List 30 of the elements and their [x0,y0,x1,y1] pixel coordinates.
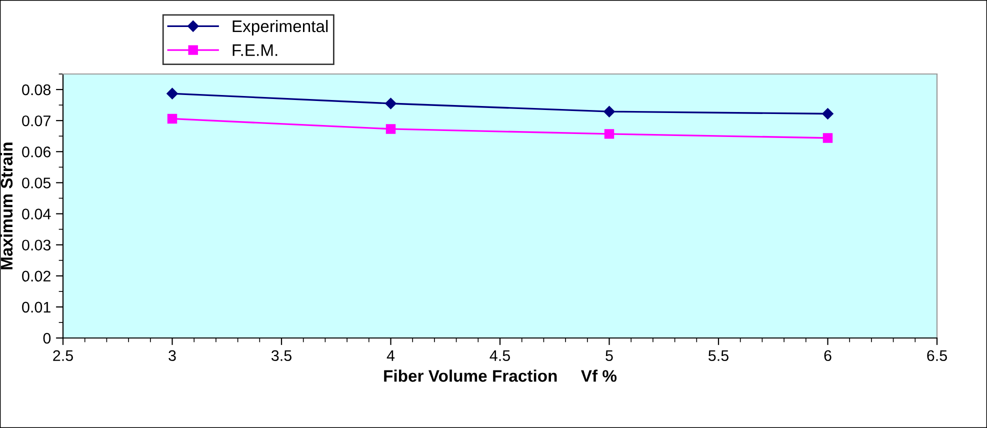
x-tick-label: 5.5 [708,350,728,362]
point [386,124,396,134]
x-tick-label: 3 [168,350,176,362]
x-tick-label: 3.5 [271,350,292,362]
x-tick-label: 2.5 [53,350,73,362]
x-axis-title: Fiber Volume Fraction Vf % [384,370,617,382]
y-tick-label: 0.07 [22,115,50,126]
point [604,106,615,118]
y-tick-label: 0.02 [22,270,50,282]
y-tick-label: 0 [43,332,51,344]
y-tick-label: 0.04 [22,208,51,220]
y-tick-label: 0.06 [22,146,51,158]
point [385,98,396,110]
y-tick-label: 0.03 [22,240,51,251]
x-tick-label: 5 [606,350,613,362]
point [604,129,614,139]
x-tick-label: 4 [386,350,395,361]
x-tick-label: 4.5 [490,350,510,362]
x-tick-label: 6.5 [927,350,947,362]
y-tick-label: 0.05 [22,178,51,188]
y-tick-label: 0.01 [22,302,50,313]
point [822,108,834,120]
y-axis-title: Maximum Strain [0,142,13,270]
point [822,133,833,143]
legend-label: F.E.M. [232,44,278,56]
x-tick-label: 6 [824,350,832,362]
point [166,88,178,100]
legend-label: Experimental [232,20,328,36]
point [167,114,178,124]
y-tick-label: 0.08 [22,84,51,96]
